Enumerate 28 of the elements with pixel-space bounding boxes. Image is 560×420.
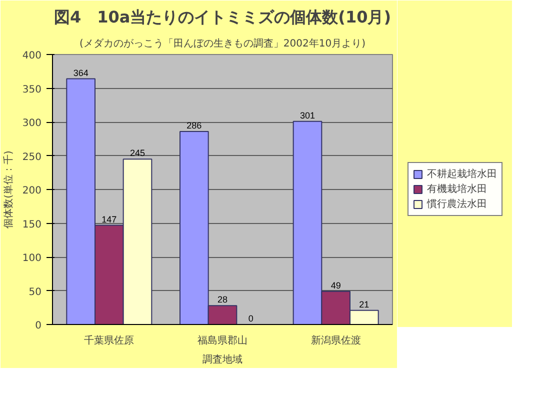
y-tick-label: 0	[35, 320, 42, 332]
y-tick-label: 100	[22, 253, 42, 264]
data-label: 364	[73, 68, 88, 78]
y-tick-label: 200	[22, 186, 42, 196]
y-tick-label: 150	[22, 219, 42, 230]
legend-label: 有機栽培水田	[427, 182, 487, 196]
data-label: 49	[330, 280, 341, 290]
x-tick-label: 新潟県佐渡	[310, 334, 361, 346]
data-label: 21	[359, 299, 370, 310]
y-axis-title: 個体数(単位：千)	[2, 150, 14, 228]
y-tick-label: 250	[22, 152, 42, 163]
y-tick-label: 50	[28, 286, 42, 298]
data-label: 147	[102, 214, 117, 224]
x-axis-title: 調査地域	[202, 354, 242, 366]
data-label: 28	[217, 294, 228, 305]
data-label: 286	[186, 120, 202, 130]
data-label: 0	[248, 314, 254, 324]
data-label: 245	[130, 148, 146, 158]
x-tick-label: 福島県郡山	[198, 334, 248, 346]
chart-subtitle: (メダカのがっこう「田んぼの生きもの調査」2002年10月より)	[80, 38, 366, 50]
legend-label: 慣行農法水田	[427, 198, 487, 211]
y-tick-label: 350	[22, 84, 42, 96]
y-tick-label: 300	[22, 118, 42, 129]
legend-label: 不耕起栽培水田	[427, 168, 497, 181]
data-label: 301	[300, 110, 316, 120]
x-tick-label: 千葉県佐原	[84, 334, 134, 346]
chart-title: 図4 10a当たりのイトミミズの個体数(10月)	[54, 8, 392, 26]
y-tick-label: 400	[22, 50, 42, 62]
